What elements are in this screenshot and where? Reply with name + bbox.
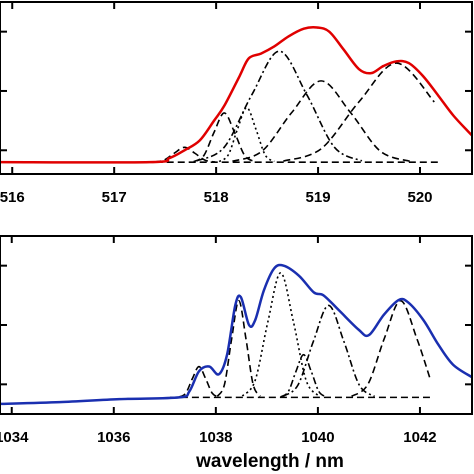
- plot-frame: [0, 1, 473, 175]
- spectrum-line: [232, 80, 411, 163]
- spectrum-line: [280, 353, 328, 398]
- spectrum-line: [351, 299, 431, 398]
- spectrum-line: [216, 299, 261, 397]
- x-tick-label: 519: [306, 189, 331, 206]
- spectrum-line: [0, 26, 472, 164]
- plot-frame: [0, 235, 473, 415]
- x-tick-label: 1036: [97, 429, 130, 446]
- spectrum-line: [283, 62, 435, 162]
- spectrum-line: [0, 263, 472, 406]
- x-tick-label: 1038: [199, 429, 232, 446]
- x-tick-label: 518: [204, 189, 229, 206]
- spectrum-line: [241, 271, 320, 397]
- spectrum-line: [282, 304, 376, 398]
- x-tick-label: 520: [407, 189, 432, 206]
- spectrum-line: [153, 146, 216, 163]
- x-tick-label: 517: [102, 189, 127, 206]
- x-tick-label: 1034: [0, 429, 29, 446]
- spectrum-line: [218, 106, 275, 163]
- x-tick-label: 1040: [301, 429, 334, 446]
- spectrum-line: [196, 50, 363, 162]
- spectrum-line: [178, 365, 220, 398]
- x-tick-label: 516: [0, 189, 25, 206]
- x-tick-label: 1042: [403, 429, 436, 446]
- spectrum-line: [193, 112, 256, 163]
- panel: 1034 1036 1038 1040 1042 wavelength / nm: [0, 235, 473, 472]
- x-axis-label: wavelength / nm: [195, 451, 344, 472]
- panel: 516 517 518 519 520: [0, 1, 473, 206]
